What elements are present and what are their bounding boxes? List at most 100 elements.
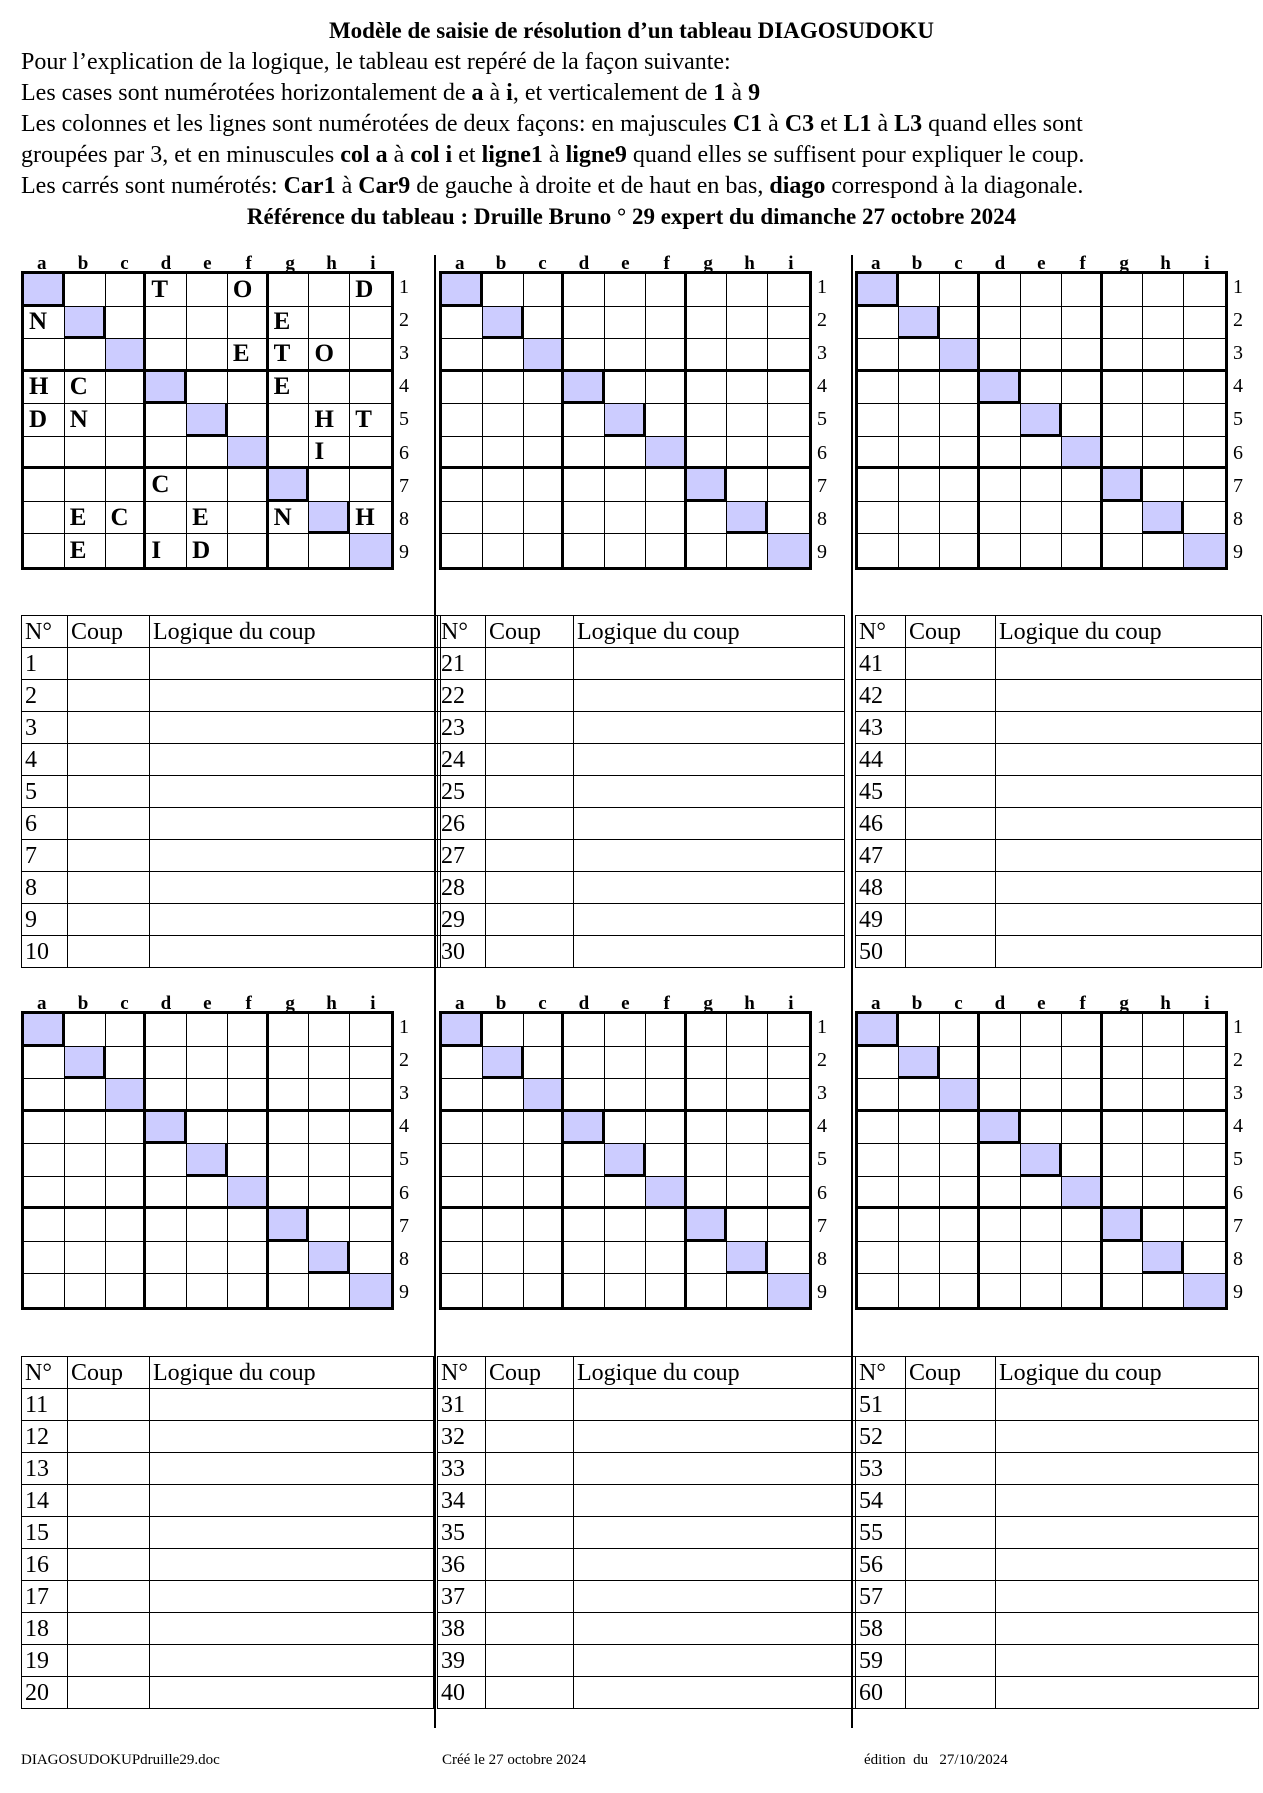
grid-cell[interactable] [1184, 307, 1225, 340]
grid-cell[interactable] [482, 339, 524, 372]
grid-cell[interactable] [858, 371, 899, 405]
grid-cell[interactable]: I [146, 534, 188, 567]
grid-cell[interactable] [980, 436, 1022, 470]
grid-cell[interactable] [228, 534, 269, 567]
grid-cell[interactable] [1021, 534, 1062, 567]
move-cell[interactable] [905, 1388, 996, 1421]
grid-cell[interactable] [1184, 1079, 1225, 1112]
grid-cell[interactable] [309, 306, 351, 340]
grid-cell[interactable] [1061, 1079, 1103, 1112]
grid-cell[interactable] [1062, 1274, 1103, 1307]
move-cell[interactable] [485, 1580, 574, 1613]
move-cell[interactable] [905, 743, 996, 776]
move-cell[interactable] [67, 1644, 150, 1677]
grid-cell[interactable] [898, 1111, 940, 1145]
logic-cell[interactable] [995, 1420, 1259, 1453]
grid-cell[interactable] [1061, 306, 1103, 340]
grid-cell[interactable] [146, 436, 188, 470]
logic-cell[interactable] [149, 1452, 434, 1485]
grid-cell[interactable] [269, 1274, 310, 1307]
grid-cell[interactable] [482, 404, 524, 437]
grid-cell[interactable] [64, 1241, 106, 1275]
grid-cell[interactable] [727, 534, 769, 567]
logic-cell[interactable] [995, 1388, 1259, 1421]
grid-cell[interactable] [64, 1144, 106, 1177]
grid-cell[interactable] [858, 1241, 899, 1275]
diagonal-cell[interactable] [768, 1274, 809, 1307]
grid-cell[interactable] [727, 371, 769, 405]
grid-cell[interactable] [146, 339, 188, 372]
grid-cell[interactable]: T [268, 339, 310, 372]
grid-cell[interactable] [105, 371, 147, 405]
grid-cell[interactable] [645, 274, 687, 307]
grid-cell[interactable] [939, 1111, 981, 1145]
grid-cell[interactable] [1143, 1144, 1185, 1177]
diagonal-cell[interactable] [1184, 1274, 1225, 1307]
logic-cell[interactable] [573, 903, 845, 936]
grid-cell[interactable] [1021, 1209, 1062, 1242]
logic-cell[interactable] [573, 711, 845, 744]
grid-cell[interactable] [1021, 371, 1062, 405]
logic-cell[interactable] [149, 1676, 434, 1709]
grid-cell[interactable] [768, 1177, 809, 1210]
grid-cell[interactable] [686, 1046, 728, 1080]
grid-cell[interactable] [727, 1144, 769, 1177]
grid-cell[interactable] [24, 1274, 65, 1307]
grid-cell[interactable] [1143, 469, 1185, 502]
grid-cell[interactable]: D [187, 534, 228, 567]
move-cell[interactable] [905, 871, 996, 904]
grid-cell[interactable] [564, 306, 606, 340]
grid-cell[interactable] [64, 339, 106, 372]
grid-cell[interactable] [187, 1176, 228, 1210]
logic-cell[interactable] [149, 1580, 434, 1613]
grid-cell[interactable] [1061, 404, 1103, 437]
grid-cell[interactable] [686, 1144, 728, 1177]
grid-cell[interactable] [858, 1209, 899, 1242]
grid-cell[interactable] [442, 436, 483, 470]
diagonal-cell[interactable] [227, 1176, 269, 1210]
grid-cell[interactable] [768, 372, 809, 405]
grid-cell[interactable] [1021, 274, 1062, 307]
grid-cell[interactable] [1103, 534, 1144, 567]
grid-cell[interactable] [105, 1144, 147, 1177]
logic-cell[interactable] [573, 935, 845, 968]
logic-cell[interactable] [573, 807, 845, 840]
grid-cell[interactable] [898, 1079, 940, 1112]
grid-cell[interactable] [605, 1014, 646, 1047]
grid-cell[interactable]: H [350, 502, 391, 535]
grid-cell[interactable] [482, 1014, 524, 1047]
grid-cell[interactable] [645, 469, 687, 502]
grid-cell[interactable] [24, 534, 65, 567]
logic-cell[interactable] [995, 1644, 1259, 1677]
grid-cell[interactable] [645, 1046, 687, 1080]
move-cell[interactable] [905, 1676, 996, 1709]
logic-cell[interactable] [149, 679, 441, 712]
grid-cell[interactable] [309, 1209, 351, 1242]
grid-cell[interactable] [442, 534, 483, 567]
grid-cell[interactable] [564, 1176, 606, 1210]
grid-cell[interactable] [309, 1274, 351, 1307]
diagonal-cell[interactable] [1061, 1176, 1103, 1210]
diagonal-cell[interactable] [605, 1144, 646, 1177]
grid-cell[interactable] [940, 534, 981, 567]
grid-cell[interactable] [227, 501, 269, 535]
grid-cell[interactable] [768, 339, 809, 372]
grid-cell[interactable] [350, 437, 391, 470]
move-cell[interactable] [905, 1484, 996, 1517]
grid-cell[interactable] [858, 1144, 899, 1177]
grid-cell[interactable] [24, 339, 65, 372]
move-cell[interactable] [905, 647, 996, 680]
move-cell[interactable] [905, 1580, 996, 1613]
diagonal-cell[interactable] [1021, 1144, 1062, 1177]
grid-cell[interactable] [939, 274, 981, 307]
logic-cell[interactable] [995, 743, 1262, 776]
grid-cell[interactable] [24, 1046, 65, 1080]
grid-cell[interactable] [187, 469, 228, 502]
grid-cell[interactable] [442, 501, 483, 535]
grid-cell[interactable] [939, 436, 981, 470]
grid-cell[interactable] [727, 306, 769, 340]
grid-cell[interactable] [1061, 371, 1103, 405]
grid-cell[interactable] [858, 306, 899, 340]
grid-cell[interactable] [227, 1014, 269, 1047]
grid-cell[interactable] [268, 1176, 310, 1210]
